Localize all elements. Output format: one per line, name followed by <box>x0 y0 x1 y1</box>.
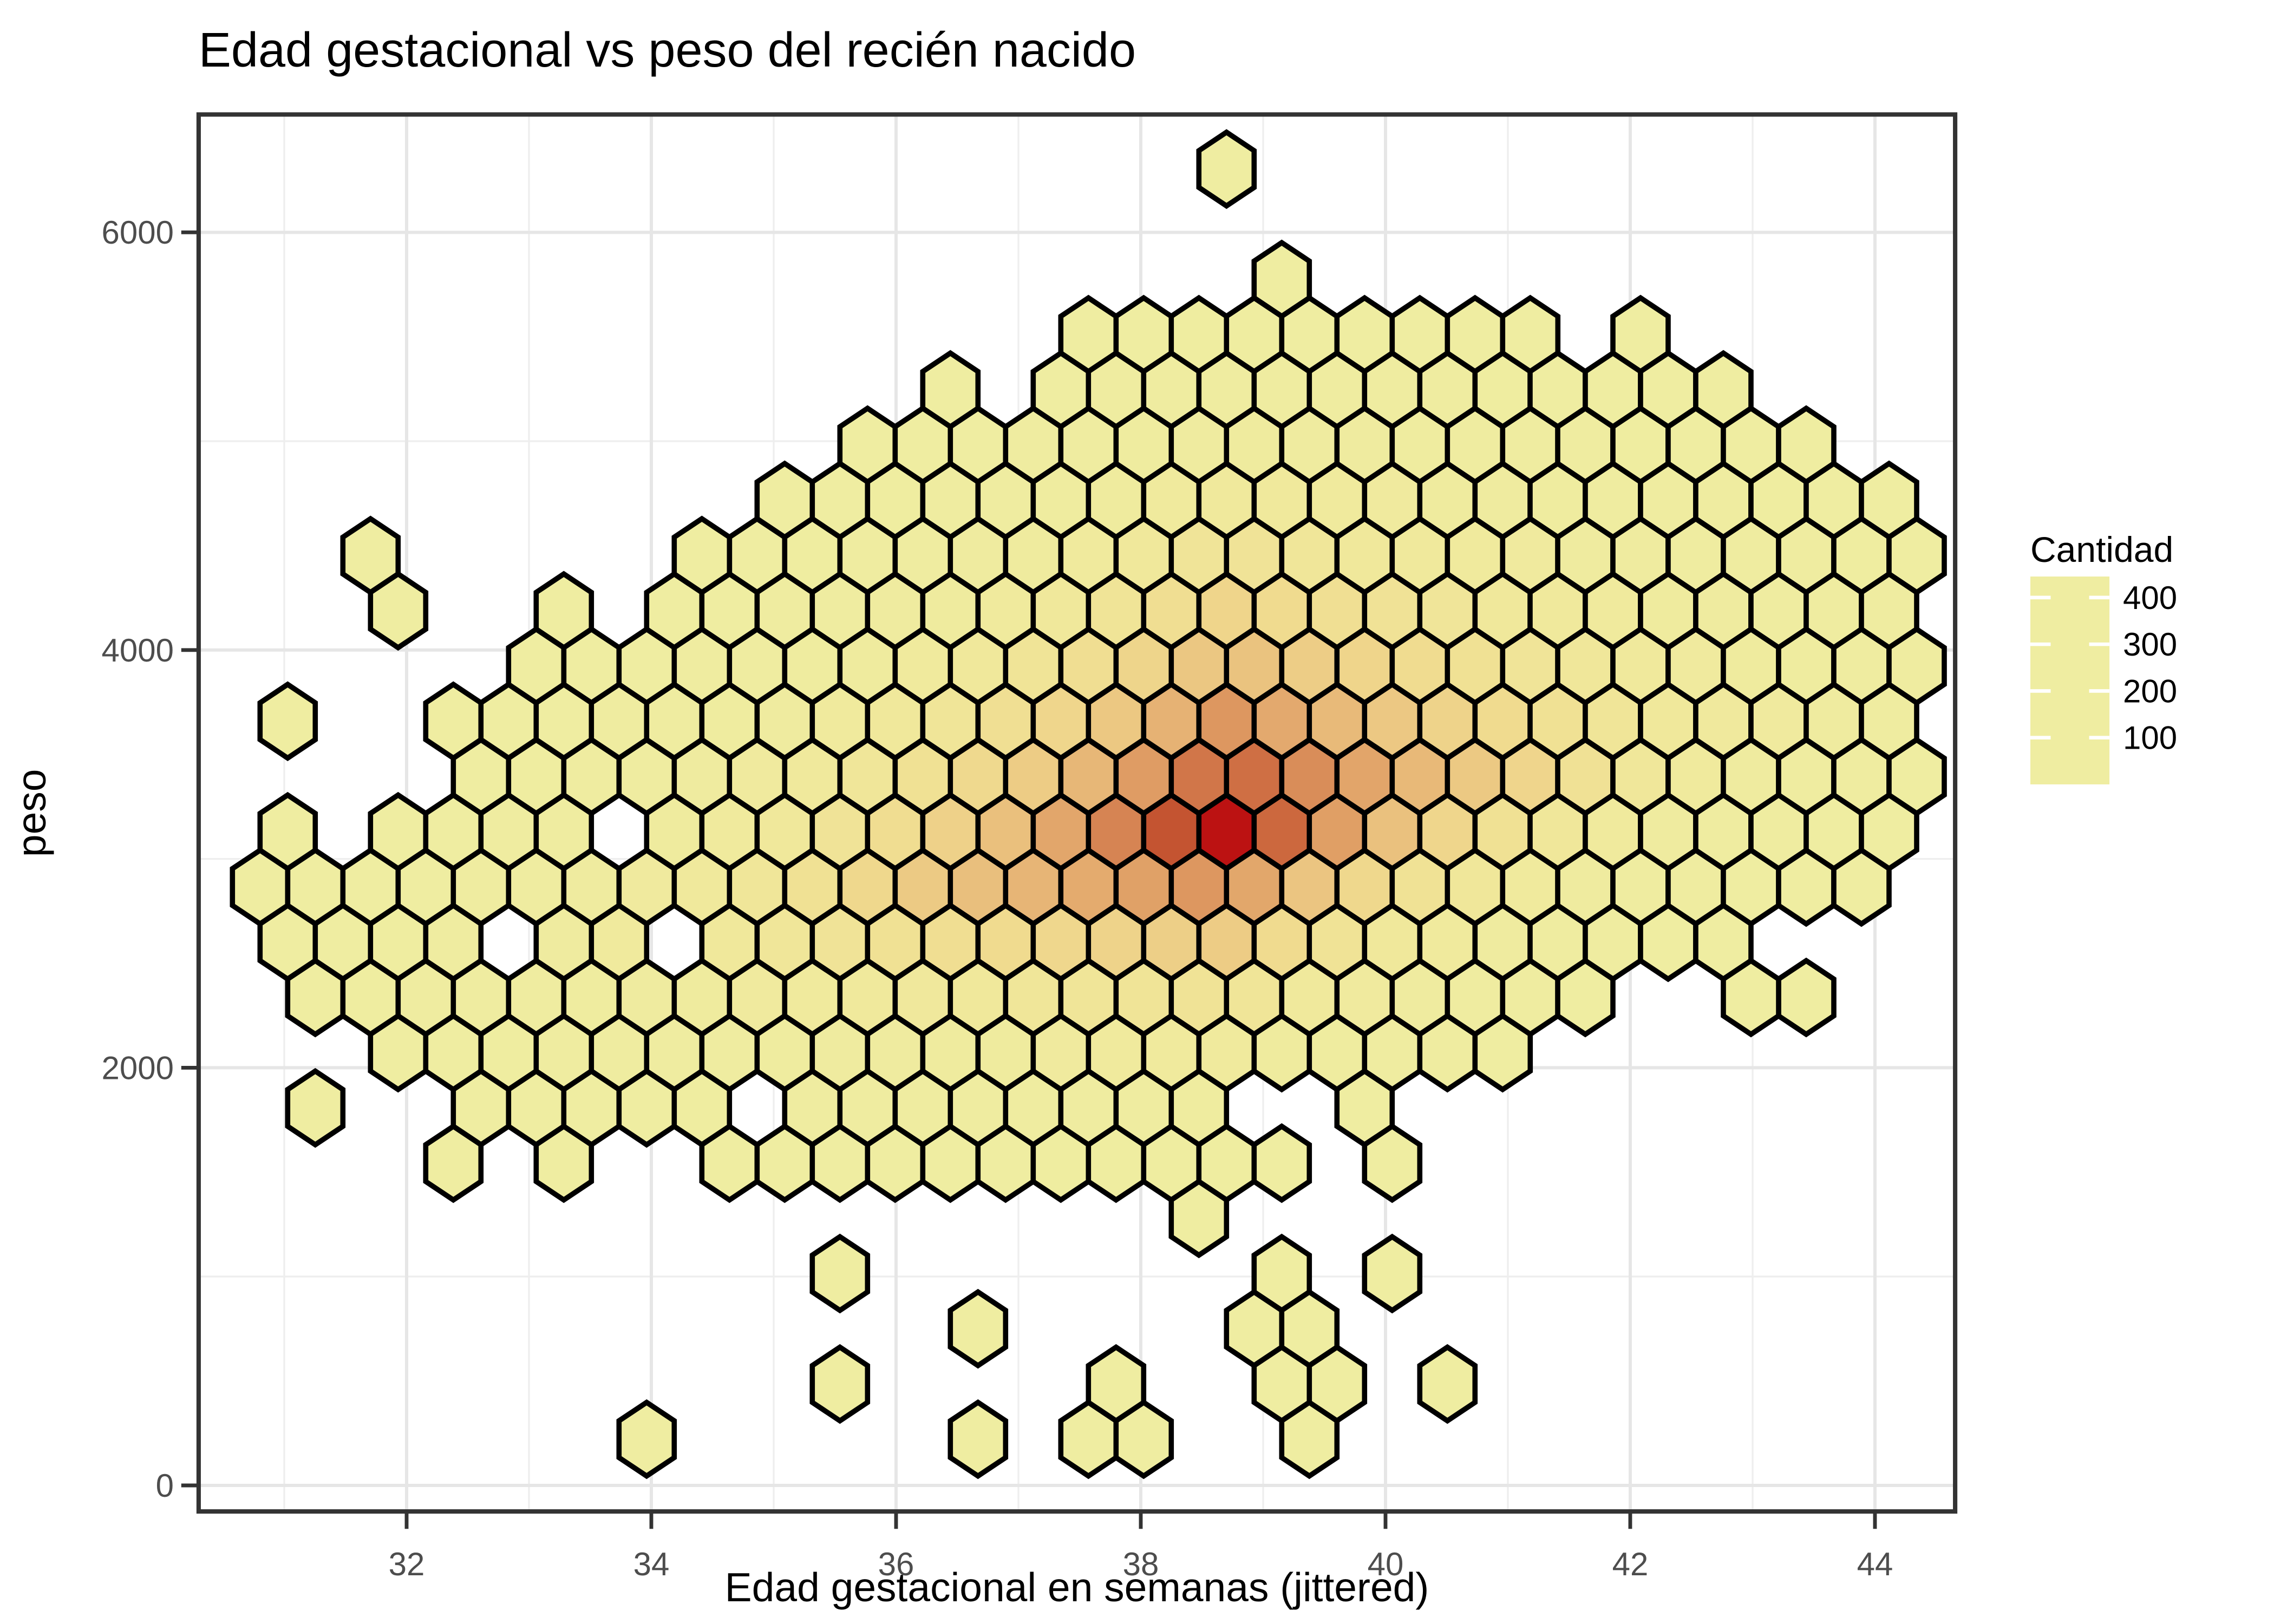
hex-cell <box>948 1288 1009 1369</box>
x-tick-label: 42 <box>1612 1546 1649 1582</box>
hex-cell <box>1831 847 1892 927</box>
x-tick-label: 38 <box>1123 1546 1159 1582</box>
hex-cell <box>975 1123 1036 1203</box>
legend-labels: 400 300 200 100 <box>2123 580 2177 756</box>
x-tick-label: 32 <box>389 1546 425 1582</box>
x-tick-label: 34 <box>633 1546 670 1582</box>
hex-cell <box>533 1123 594 1203</box>
hex-cell <box>616 1399 677 1479</box>
y-tick-label: 6000 <box>102 214 174 251</box>
hex-cell <box>1776 957 1837 1038</box>
panel <box>196 112 1958 1514</box>
x-tick-label: 36 <box>878 1546 914 1582</box>
hex-cell <box>948 1399 1009 1479</box>
x-axis: 32 34 36 38 40 42 44 <box>389 1511 1893 1582</box>
hex-cell <box>1638 902 1698 983</box>
legend-tick-label: 100 <box>2123 720 2177 756</box>
hex-cell <box>1168 1178 1230 1259</box>
hex-cell <box>285 957 346 1038</box>
hex-cell <box>920 1123 981 1203</box>
x-axis-title: Edad gestacional en semanas (jittered) <box>725 1564 1429 1610</box>
hex-cell <box>230 847 291 927</box>
hex-cell <box>809 1123 871 1203</box>
hex-cell <box>1086 1123 1147 1203</box>
hex-cell <box>1251 1123 1312 1203</box>
hex-cell <box>1306 1344 1368 1424</box>
page-title: Edad gestacional vs peso del recién naci… <box>199 23 1136 77</box>
hexbin-layer <box>230 129 1947 1479</box>
hex-cell <box>809 1344 871 1424</box>
hex-cell <box>368 571 429 651</box>
legend-tick-label: 300 <box>2123 626 2177 663</box>
hex-cell <box>423 1123 484 1203</box>
hex-cell <box>699 1123 760 1203</box>
hex-cell <box>1417 1012 1478 1093</box>
panel-border <box>196 112 1958 1514</box>
y-axis: 0 2000 4000 6000 <box>102 214 199 1504</box>
hex-cell <box>1721 957 1781 1038</box>
x-tick-label: 44 <box>1857 1546 1893 1582</box>
hex-cell <box>1030 1123 1092 1203</box>
hex-cell <box>1417 1344 1478 1424</box>
y-tick-label: 4000 <box>102 632 174 669</box>
y-axis-title: peso <box>9 769 54 857</box>
x-tick-label: 40 <box>1368 1546 1404 1582</box>
legend-colorbar <box>2030 577 2110 784</box>
hex-cell <box>506 626 567 706</box>
hex-cell <box>1251 1012 1312 1093</box>
legend-tick-label: 200 <box>2123 673 2177 709</box>
legend-ticks <box>2030 595 2110 740</box>
hex-cell <box>865 1123 926 1203</box>
legend-tick-label: 400 <box>2123 580 2177 616</box>
hex-cell <box>1472 1012 1533 1093</box>
hex-cell <box>285 1068 346 1148</box>
hex-cell <box>368 1012 429 1093</box>
hex-cell <box>1776 847 1837 927</box>
y-tick-label: 2000 <box>102 1050 174 1086</box>
hex-cell <box>1555 957 1616 1038</box>
hex-cell <box>671 515 733 596</box>
hex-cell <box>809 1233 871 1314</box>
legend-title: Cantidad <box>2030 529 2173 569</box>
y-tick-label: 0 <box>156 1468 174 1504</box>
hex-cell <box>1362 1233 1423 1314</box>
hex-cell <box>1196 129 1257 209</box>
hex-cell <box>1362 1123 1423 1203</box>
hex-cell <box>257 681 318 762</box>
hex-cell <box>754 1123 815 1203</box>
hex-cell <box>616 1068 677 1148</box>
legend: Cantidad 400 300 200 100 <box>2030 529 2177 784</box>
hex-cell <box>1086 1344 1147 1424</box>
